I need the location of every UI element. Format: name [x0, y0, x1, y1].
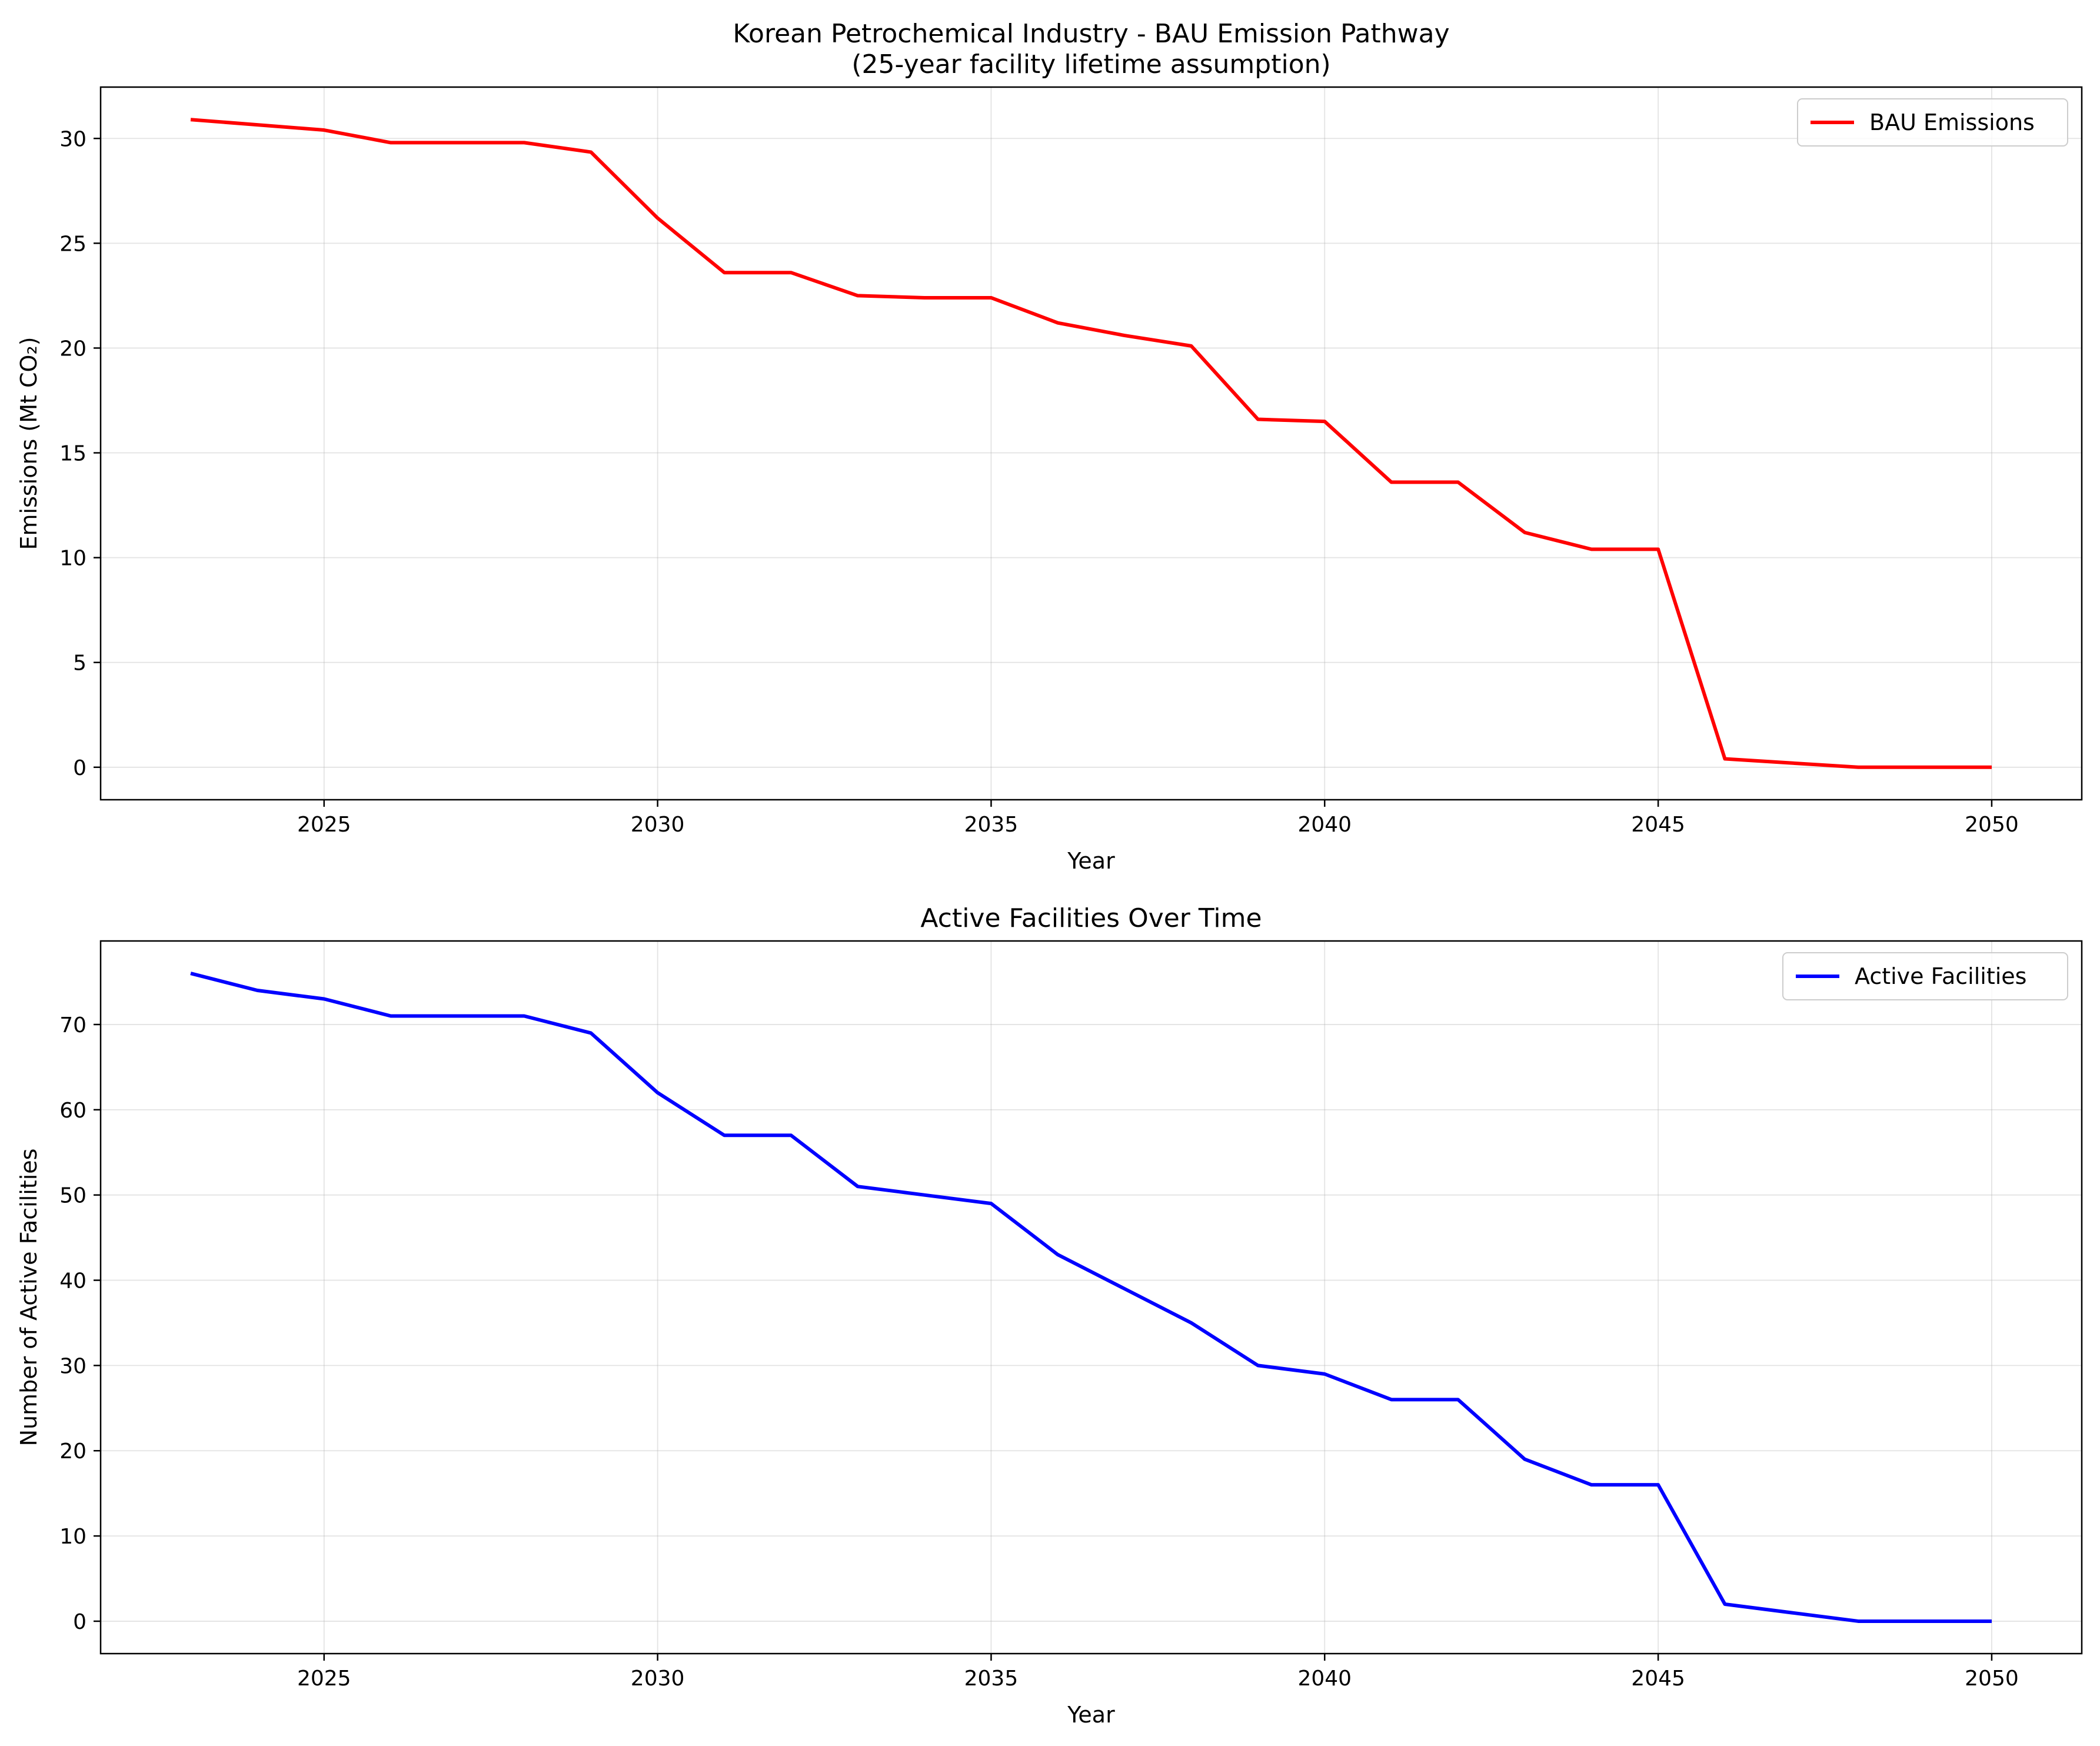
x-tick-label: 2025	[297, 1667, 351, 1691]
chart-subtitle: (25-year facility lifetime assumption)	[851, 49, 1330, 79]
y-tick-label: 70	[59, 1013, 86, 1037]
legend-box	[1782, 952, 2068, 1000]
legend: Active Facilities	[1782, 952, 2068, 1000]
y-tick-label: 20	[59, 337, 86, 361]
y-tick-label: 40	[59, 1269, 86, 1293]
legend-box	[1797, 98, 2068, 147]
x-tick-label: 2040	[1297, 1667, 1352, 1691]
x-tick-label: 2050	[1965, 1667, 2019, 1691]
plot-frame	[99, 940, 2083, 1655]
series-line-emissions	[190, 118, 1992, 769]
emissions-chart: 2025 2030 2035 2040 2045 2050051015202530Year…	[16, 19, 2083, 874]
y-tick-label: 10	[59, 547, 86, 571]
legend-label: BAU Emissions	[1869, 109, 2035, 135]
x-tick-label: 2040	[1297, 813, 1352, 837]
x-tick-label: 2050	[1965, 813, 2019, 837]
y-tick-label: 25	[59, 232, 86, 256]
x-axis-label: Year	[1067, 848, 1115, 874]
x-tick-label: 2035	[964, 1667, 1019, 1691]
x-tick-label: 2045	[1631, 1667, 1685, 1691]
x-tick-label: 2030	[631, 813, 685, 837]
x-tick-label: 2025	[297, 813, 351, 837]
legend-label: Active Facilities	[1855, 963, 2026, 989]
y-tick-label: 20	[59, 1439, 86, 1464]
x-tick-label: 2030	[631, 1667, 685, 1691]
y-tick-label: 30	[59, 1354, 86, 1378]
chart-title: Active Facilities Over Time	[920, 903, 1262, 933]
y-tick-label: 0	[73, 756, 86, 780]
y-axis-label: Number of Active Facilities	[16, 1149, 42, 1446]
x-axis-label: Year	[1067, 1702, 1115, 1728]
y-tick-label: 10	[59, 1525, 86, 1549]
y-tick-label: 50	[59, 1184, 86, 1208]
chart-title: Korean Petrochemical Industry - BAU Emis…	[733, 19, 1449, 49]
x-tick-label: 2035	[964, 813, 1019, 837]
plot-frame	[99, 86, 2083, 801]
y-tick-label: 5	[73, 651, 86, 676]
x-tick-label: 2045	[1631, 813, 1685, 837]
series-line-facilities	[190, 972, 1992, 1623]
y-axis-label: Emissions (Mt CO₂)	[16, 337, 42, 550]
y-tick-label: 15	[59, 442, 86, 466]
facilities-chart: 2025 2030 2035 2040 2045 2050010203040506070Y…	[16, 903, 2083, 1728]
y-tick-label: 30	[59, 127, 86, 151]
y-tick-label: 60	[59, 1099, 86, 1123]
y-tick-label: 0	[73, 1610, 86, 1634]
legend: BAU Emissions	[1797, 98, 2068, 147]
